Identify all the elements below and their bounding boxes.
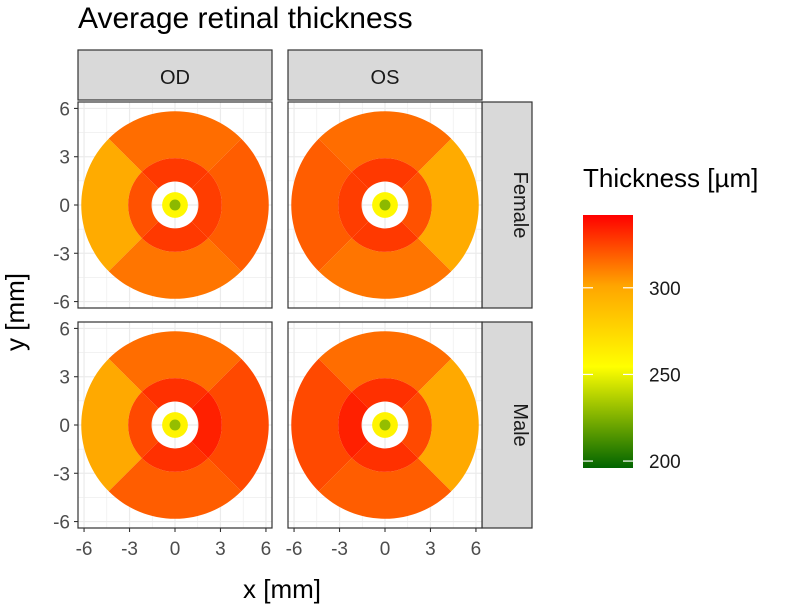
strip-female: [481, 101, 533, 309]
middle-nasal-sector: [338, 171, 369, 239]
fovea: [379, 199, 391, 211]
panel-od-female: -6 -3 0 3 6: [53, 99, 273, 314]
outer-temporal-sector: [81, 138, 142, 272]
legend-tick-label: 300: [649, 279, 681, 300]
panel-border: [287, 101, 483, 309]
outer-inferior-sector: [318, 458, 452, 519]
x-tick-label: -6: [286, 539, 303, 560]
outer-inferior-sector: [318, 238, 452, 299]
strip-male: [481, 321, 533, 529]
facet-panels: OD OS Female Male -6 -3 0 3 6 -6 -3 0 3 6 -6 -3 0 3 6 -6 -3 0…: [53, 49, 533, 560]
strip-label-od: OD: [160, 67, 190, 89]
legend-colorbar: [583, 215, 633, 468]
legend-tick-label: 200: [649, 452, 681, 473]
x-tick-label: 3: [215, 539, 226, 560]
middle-superior-sector: [141, 158, 209, 189]
outer-temporal-sector: [81, 358, 142, 492]
y-tick-label: 0: [59, 416, 70, 437]
x-tick-label: -6: [76, 539, 93, 560]
strip-label-male: Male: [509, 403, 531, 446]
panel-od-male: -6 -3 0 3 6 -6 -3 0 3 6: [53, 319, 273, 560]
fovea: [169, 419, 181, 431]
legend-tick-label: 250: [649, 365, 681, 386]
outer-nasal-sector: [208, 138, 269, 272]
outer-nasal-sector: [291, 358, 352, 492]
panel-os-male: -6 -3 0 3 6: [286, 321, 483, 560]
outer-superior-sector: [318, 111, 452, 172]
middle-nasal-sector: [338, 391, 369, 459]
middle-temporal-sector: [128, 171, 159, 239]
y-axis-title: y [mm]: [0, 273, 30, 351]
middle-superior-sector: [351, 158, 419, 189]
legend-title: Thickness [µm]: [583, 163, 758, 193]
strip-label-os: OS: [371, 67, 400, 89]
y-tick-label: -6: [53, 293, 70, 314]
strip-label-female: Female: [509, 172, 531, 239]
y-tick-label: 3: [59, 368, 70, 389]
y-tick-label: -3: [53, 464, 70, 485]
middle-nasal-sector: [191, 171, 222, 239]
middle-superior-sector: [141, 378, 209, 409]
middle-superior-sector: [351, 378, 419, 409]
middle-nasal-sector: [191, 391, 222, 459]
y-tick-label: -6: [53, 513, 70, 534]
plot-title: Average retinal thickness: [78, 2, 413, 35]
outer-nasal-sector: [291, 138, 352, 272]
outer-superior-sector: [108, 111, 242, 172]
outer-inferior-sector: [108, 238, 242, 299]
middle-inferior-sector: [351, 221, 419, 252]
fovea: [379, 419, 391, 431]
color-legend: 200 250 300: [583, 215, 681, 473]
middle-inferior-sector: [141, 221, 209, 252]
outer-temporal-sector: [418, 358, 479, 492]
strip-os: [287, 49, 483, 101]
panel-os-female: [287, 101, 483, 309]
x-tick-label: 6: [471, 539, 482, 560]
x-axis-title: x [mm]: [243, 574, 321, 604]
strip-od: [77, 49, 273, 101]
y-tick-label: 6: [59, 319, 70, 340]
x-tick-label: 0: [380, 539, 391, 560]
fovea: [169, 199, 181, 211]
x-tick-label: 0: [170, 539, 181, 560]
middle-inferior-sector: [351, 441, 419, 472]
y-tick-label: 0: [59, 196, 70, 217]
outer-temporal-sector: [418, 138, 479, 272]
middle-inferior-sector: [141, 441, 209, 472]
middle-temporal-sector: [401, 391, 432, 459]
y-tick-label: 3: [59, 148, 70, 169]
y-tick-label: 6: [59, 99, 70, 120]
x-tick-label: -3: [331, 539, 348, 560]
outer-superior-sector: [318, 331, 452, 392]
outer-superior-sector: [108, 331, 242, 392]
x-tick-label: -3: [121, 539, 138, 560]
x-tick-label: 3: [425, 539, 436, 560]
outer-nasal-sector: [208, 358, 269, 492]
y-tick-label: -3: [53, 244, 70, 265]
x-tick-label: 6: [261, 539, 272, 560]
outer-inferior-sector: [108, 458, 242, 519]
middle-temporal-sector: [128, 391, 159, 459]
middle-temporal-sector: [401, 171, 432, 239]
